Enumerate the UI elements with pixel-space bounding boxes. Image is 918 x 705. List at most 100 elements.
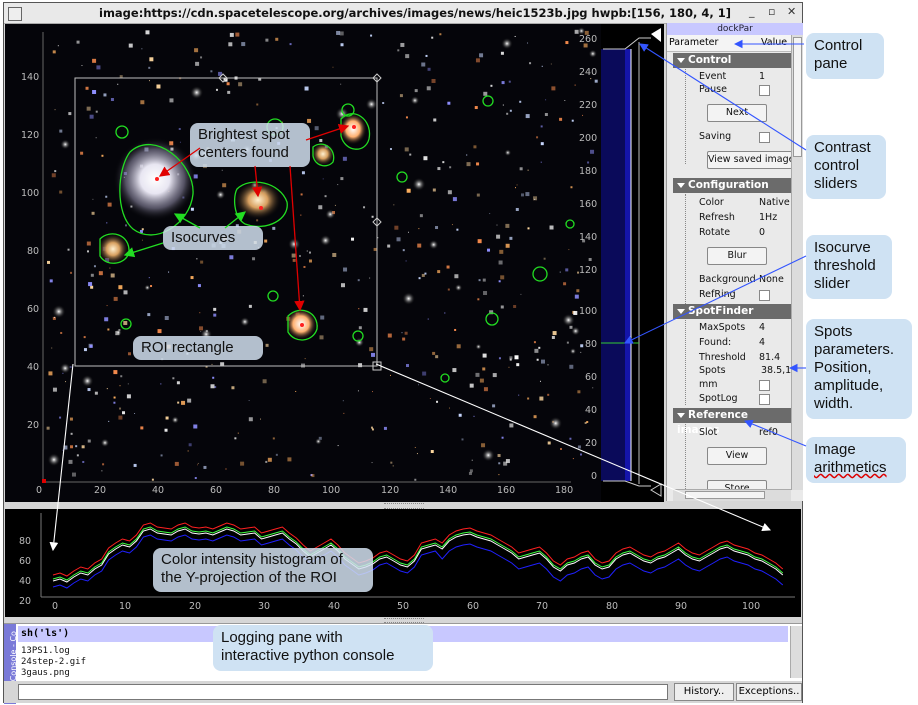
- group-spotfinder[interactable]: SpotFinder: [673, 304, 791, 319]
- star: [118, 415, 123, 420]
- star: [127, 383, 129, 385]
- spotlog-checkbox[interactable]: [759, 394, 770, 405]
- star: [103, 93, 107, 97]
- splitter-handle[interactable]: [384, 618, 424, 623]
- star: [57, 45, 59, 47]
- param-color-value[interactable]: Native: [759, 197, 790, 208]
- dock-title[interactable]: dockPar: [667, 23, 803, 35]
- star: [336, 30, 341, 35]
- minimize-button[interactable]: _: [749, 5, 755, 18]
- contrast-min-slider[interactable]: [650, 483, 662, 497]
- param-rotate-value[interactable]: 0: [759, 227, 766, 238]
- param-slot-value[interactable]: ref0: [759, 427, 778, 438]
- col-value[interactable]: Value: [761, 37, 788, 48]
- roi-projection-plot[interactable]: 0 10 20 30 40 50 60 70 80 90 100 80 60 4…: [5, 509, 801, 617]
- group-reference-images[interactable]: Reference images: [673, 408, 791, 436]
- galaxy-3: [97, 233, 129, 265]
- saving-checkbox[interactable]: [759, 132, 770, 143]
- next-button[interactable]: Next: [707, 104, 767, 122]
- star: [435, 226, 439, 230]
- title-bar[interactable]: image:https://cdn.spacetelescope.org/arc…: [4, 3, 802, 24]
- star: [509, 356, 513, 360]
- star: [519, 167, 523, 171]
- star: [592, 387, 594, 389]
- star: [565, 41, 569, 45]
- star: [106, 222, 108, 224]
- image-canvas[interactable]: [5, 24, 601, 502]
- hist-tick: 0: [591, 471, 598, 482]
- star: [471, 459, 473, 461]
- star: [95, 137, 97, 139]
- star: [272, 226, 276, 230]
- star: [489, 213, 491, 215]
- bright-star: [410, 95, 420, 105]
- star: [200, 56, 203, 59]
- star: [52, 50, 56, 54]
- param-spots-value[interactable]: 38.5,1: [761, 365, 792, 376]
- star: [178, 127, 181, 130]
- image-view[interactable]: 0 20 40 60 80 100 120 140 160 180 140 12…: [5, 24, 601, 502]
- star: [320, 315, 325, 320]
- pause-checkbox[interactable]: [759, 85, 770, 96]
- star: [60, 331, 63, 334]
- star: [83, 348, 87, 352]
- star: [481, 443, 486, 448]
- star: [508, 366, 510, 368]
- star: [499, 249, 504, 254]
- roi-handle[interactable]: [372, 217, 382, 227]
- star: [370, 34, 373, 37]
- group-control[interactable]: Control: [673, 53, 791, 68]
- roi-handle[interactable]: [372, 73, 382, 83]
- star: [419, 214, 423, 218]
- roi-handle[interactable]: [218, 73, 228, 83]
- col-parameter[interactable]: Parameter: [669, 37, 719, 48]
- console-scrollbar[interactable]: [790, 626, 802, 678]
- dock-vertical-scrollbar[interactable]: [791, 35, 803, 490]
- roi-rectangle[interactable]: [74, 77, 378, 367]
- dock-horizontal-scrollbar[interactable]: [673, 489, 791, 501]
- star: [437, 270, 441, 274]
- mm-checkbox[interactable]: [759, 380, 770, 391]
- exceptions-button[interactable]: Exceptions..: [736, 683, 802, 701]
- contrast-max-slider[interactable]: [651, 28, 661, 42]
- param-event-value[interactable]: 1: [759, 71, 766, 82]
- param-threshold-value[interactable]: 81.4: [759, 352, 781, 363]
- star: [454, 274, 459, 279]
- refring-checkbox[interactable]: [759, 290, 770, 301]
- star: [426, 86, 431, 91]
- blur-button[interactable]: Blur: [707, 247, 767, 265]
- star: [122, 411, 126, 415]
- history-button[interactable]: History..: [674, 683, 734, 701]
- python-input[interactable]: [18, 684, 668, 700]
- star: [337, 445, 339, 447]
- star: [265, 343, 269, 347]
- star: [583, 43, 588, 48]
- param-background-value[interactable]: None: [759, 274, 784, 285]
- star: [477, 239, 482, 244]
- view-saved-images-button[interactable]: View saved images: [707, 151, 795, 169]
- star: [113, 396, 116, 399]
- star: [447, 190, 452, 195]
- star: [248, 304, 252, 308]
- star: [52, 316, 56, 320]
- star: [169, 98, 174, 103]
- star: [458, 413, 462, 417]
- star: [414, 89, 418, 93]
- star: [448, 407, 450, 409]
- close-button[interactable]: ✕: [787, 5, 797, 18]
- star: [164, 316, 169, 321]
- contrast-histogram[interactable]: 260: [601, 24, 664, 502]
- star: [564, 99, 566, 101]
- view-button[interactable]: View: [707, 447, 767, 465]
- group-configuration[interactable]: Configuration: [673, 178, 791, 193]
- param-maxspots-value[interactable]: 4: [759, 322, 766, 333]
- maximize-button[interactable]: ▫: [768, 5, 776, 18]
- star: [475, 372, 480, 377]
- bright-star: [325, 209, 336, 220]
- star: [85, 86, 89, 90]
- star: [101, 154, 104, 157]
- param-refresh-value[interactable]: 1Hz: [759, 212, 778, 223]
- star: [500, 305, 504, 309]
- app-menu-icon[interactable]: [8, 7, 22, 21]
- star: [505, 223, 510, 228]
